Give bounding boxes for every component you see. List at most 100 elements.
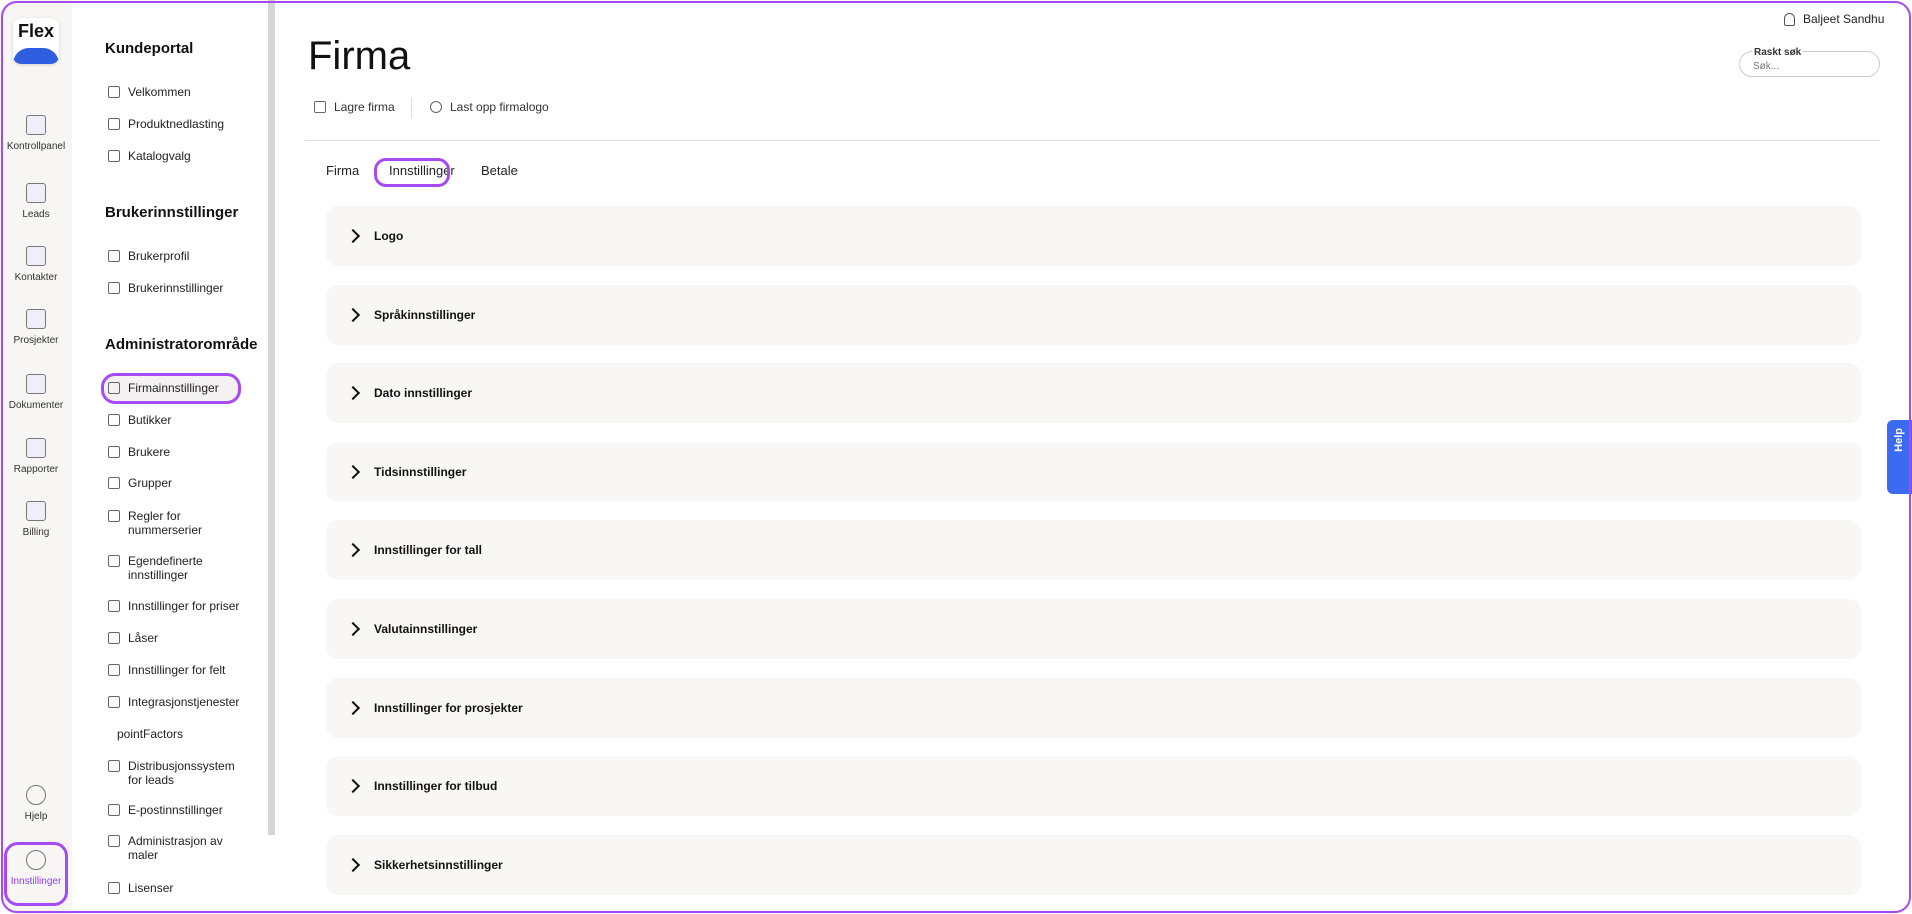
rail-item-dokumenter[interactable]: Dokumenter (0, 374, 72, 411)
help-tab[interactable]: Help (1887, 420, 1912, 494)
accordion-sikkerhetsinnstillinger[interactable]: Sikkerhetsinnstillinger (326, 834, 1861, 895)
icon-rail: Flex Kontrollpanel Leads Kontakter Prosjekt… (0, 0, 72, 914)
billing-icon (26, 501, 46, 521)
sidebar-item-brukerprofil[interactable]: Brukerprofil (108, 249, 189, 263)
sidebar-item-lisenser[interactable]: Lisenser (108, 881, 173, 895)
question-icon (26, 785, 46, 805)
sidebar-scrollbar[interactable] (268, 0, 275, 835)
people-icon (26, 183, 46, 203)
gear-icon (26, 850, 46, 870)
sidebar-item-firmainnstillinger[interactable]: Firmainnstillinger (108, 381, 219, 395)
accordion-innstillinger-for-tilbud[interactable]: Innstillinger for tilbud (326, 756, 1861, 817)
menu-item-icon (108, 664, 120, 676)
chevron-right-icon (345, 386, 361, 401)
active-tab-highlight (374, 158, 450, 187)
settings-sidebar (72, 0, 270, 914)
menu-item-icon (108, 118, 120, 130)
upload-logo-button[interactable]: Last opp firmalogo (430, 100, 549, 114)
menu-item-icon (108, 86, 120, 98)
sidebar-item-låser[interactable]: Låser (108, 631, 158, 645)
menu-item-icon (108, 760, 120, 772)
sidebar-item-egendefinerte-innstillinger[interactable]: Egendefinerte innstillinger (108, 554, 248, 582)
cloud-upload-icon (430, 101, 442, 113)
sidebar-item-velkommen[interactable]: Velkommen (108, 85, 191, 99)
accordion-tidsinnstillinger[interactable]: Tidsinnstillinger (326, 441, 1861, 502)
accordion-språkinnstillinger[interactable]: Språkinnstillinger (326, 284, 1861, 345)
tab-firma[interactable]: Firma (326, 163, 360, 178)
rail-item-prosjekter[interactable]: Prosjekter (0, 309, 72, 346)
sidebar-item-produktnedlasting[interactable]: Produktnedlasting (108, 117, 224, 131)
sidebar-item-katalogvalg[interactable]: Katalogvalg (108, 149, 191, 163)
tab-betale[interactable]: Betale (481, 163, 518, 178)
sidebar-item-innstillinger-for-priser[interactable]: Innstillinger for priser (108, 599, 239, 613)
document-box-icon (26, 374, 46, 394)
sidebar-item-innstillinger-for-felt[interactable]: Innstillinger for felt (108, 663, 225, 677)
rail-item-leads[interactable]: Leads (0, 183, 72, 220)
chevron-right-icon (345, 543, 361, 558)
header-divider (305, 140, 1880, 141)
accordion-dato-innstillinger[interactable]: Dato innstillinger (326, 363, 1861, 424)
chevron-right-icon (345, 621, 361, 637)
sidebar-item-administrasjon-av-maler[interactable]: Administrasjon av maler (108, 834, 248, 862)
menu-item-icon (108, 150, 120, 162)
menu-item-icon (108, 835, 120, 847)
menu-item-icon (108, 882, 120, 894)
rail-item-hjelp[interactable]: Hjelp (0, 785, 72, 822)
sidebar-section-title: Administratorområde (105, 336, 258, 353)
menu-item-icon (108, 382, 120, 394)
sidebar-item-grupper[interactable]: Grupper (108, 476, 172, 490)
page-title: Firma (308, 34, 411, 78)
sidebar-item-pointfactors[interactable]: pointFactors (117, 727, 184, 741)
accordion-valutainnstillinger[interactable]: Valutainnstillinger (326, 599, 1861, 659)
rail-item-innstillinger[interactable]: Innstillinger (0, 850, 72, 887)
menu-item-icon (108, 414, 120, 426)
chevron-right-icon (345, 857, 361, 872)
quick-search[interactable]: Raskt søk (1739, 47, 1880, 77)
sidebar-item-integrasjonstjenester[interactable]: Integrasjonstjenester (108, 695, 239, 709)
report-icon (26, 438, 46, 458)
sidebar-section-title: Kundeportal (105, 40, 194, 57)
accordion-innstillinger-for-prosjekter[interactable]: Innstillinger for prosjekter (326, 677, 1861, 738)
sidebar-item-butikker[interactable]: Butikker (108, 413, 171, 427)
chevron-right-icon (345, 700, 361, 715)
menu-item-icon (108, 696, 120, 708)
sidebar-item-e-postinnstillinger[interactable]: E-postinnstillinger (108, 803, 223, 817)
menu-item-icon (108, 600, 120, 612)
active-item-highlight (101, 373, 241, 404)
menu-item-icon (108, 555, 120, 567)
chevron-right-icon (345, 779, 361, 794)
sidebar-item-distribusjonssystem-for-leads[interactable]: Distribusjonssystem for leads (108, 759, 248, 787)
sidebar-item-brukere[interactable]: Brukere (108, 445, 170, 459)
menu-item-icon (108, 282, 120, 294)
chevron-right-icon (345, 307, 361, 322)
rail-item-billing[interactable]: Billing (0, 501, 72, 538)
menu-item-icon (108, 250, 120, 262)
menu-item-icon (108, 446, 120, 458)
rail-item-kontrollpanel[interactable]: Kontrollpanel (0, 115, 72, 152)
menu-item-icon (108, 477, 120, 489)
sidebar-item-brukerinnstillinger[interactable]: Brukerinnstillinger (108, 281, 223, 295)
search-label: Raskt søk (1752, 47, 1804, 58)
flex-logo[interactable]: Flex (13, 18, 59, 64)
save-icon (314, 101, 326, 113)
chevron-right-icon (345, 464, 361, 479)
search-input[interactable] (1753, 61, 1863, 72)
rail-item-rapporter[interactable]: Rapporter (0, 438, 72, 475)
sidebar-section-title: Brukerinnstillinger (105, 204, 239, 221)
folder-icon (26, 309, 46, 329)
chevron-right-icon (345, 228, 361, 244)
accordion-logo[interactable]: Logo (326, 206, 1861, 266)
menu-item-icon (108, 632, 120, 644)
save-company-button[interactable]: Lagre firma (314, 100, 395, 114)
user-menu[interactable]: Baljeet Sandhu (1784, 12, 1884, 26)
contact-card-icon (26, 246, 46, 266)
rail-item-kontakter[interactable]: Kontakter (0, 246, 72, 283)
accordion-innstillinger-for-tall[interactable]: Innstillinger for tall (326, 520, 1861, 581)
user-icon (1784, 12, 1795, 26)
active-highlight (4, 842, 68, 906)
toolbar-divider (411, 98, 412, 118)
dashboard-icon (26, 115, 46, 135)
menu-item-icon (108, 804, 120, 816)
menu-item-icon (108, 510, 120, 522)
sidebar-item-regler-for-nummerserier[interactable]: Regler for nummerserier (108, 509, 248, 537)
